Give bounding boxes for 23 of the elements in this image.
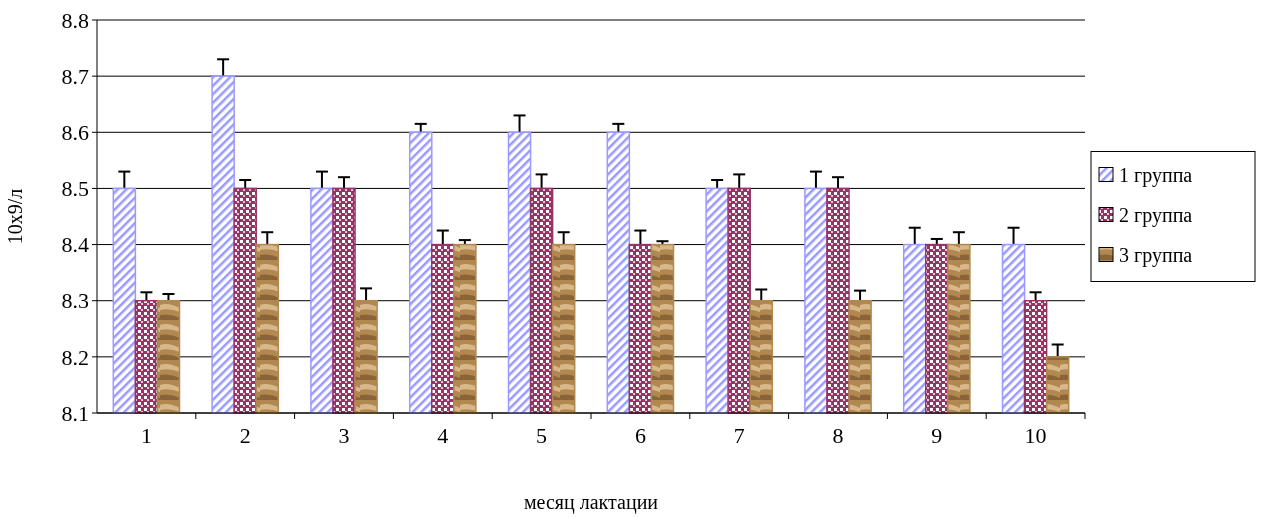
x-tick-label: 5 (536, 423, 548, 448)
y-tick-label: 8.6 (61, 119, 89, 145)
x-tick-label: 2 (239, 423, 251, 448)
legend-label: 2 группа (1119, 203, 1193, 227)
y-tick-label: 8.4 (61, 232, 89, 258)
x-tick-label: 7 (733, 423, 745, 448)
y-tick-label: 8.2 (61, 344, 89, 370)
y-tick-label: 8.7 (61, 63, 89, 89)
x-tick-label: 4 (437, 423, 449, 448)
y-tick-label: 8.5 (61, 176, 89, 202)
x-axis-title: месяц лактации (523, 491, 659, 514)
x-tick-label: 8 (832, 423, 844, 448)
y-tick-label: 8.3 (61, 288, 89, 314)
y-axis-title: 10х9/л (4, 188, 26, 245)
y-tick-label: 8.8 (61, 7, 89, 33)
legend-label: 1 группа (1119, 163, 1193, 187)
x-tick-label: 1 (140, 423, 152, 448)
legend-label: 3 группа (1119, 243, 1193, 267)
x-tick-label: 9 (931, 423, 943, 448)
x-tick-label: 6 (634, 423, 646, 448)
x-tick-label: 10 (1024, 423, 1047, 448)
x-tick-label: 3 (338, 423, 350, 448)
y-tick-label: 8.1 (61, 400, 89, 426)
